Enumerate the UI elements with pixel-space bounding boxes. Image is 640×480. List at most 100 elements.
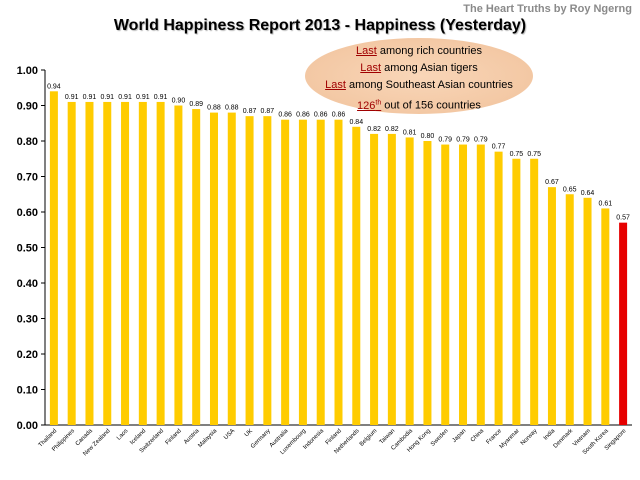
x-tick-label: China: [470, 428, 486, 444]
data-label: 0.79: [456, 137, 470, 144]
bar: [565, 194, 574, 425]
data-label: 0.65: [563, 186, 577, 193]
bar: [423, 141, 432, 425]
data-label: 0.64: [581, 190, 595, 197]
y-tick-label: 0.00: [17, 420, 38, 432]
bar: [85, 101, 94, 425]
data-label: 0.86: [278, 112, 292, 119]
callout-text: among Asian tigers: [381, 62, 478, 74]
data-label: 0.91: [65, 94, 79, 101]
x-tick-label: Norway: [520, 428, 539, 447]
data-label: 0.86: [332, 112, 346, 119]
y-tick-label: 0.40: [17, 278, 38, 290]
bar: [49, 91, 58, 426]
x-tick-label: Sweden: [430, 428, 450, 448]
data-label: 0.91: [118, 94, 132, 101]
data-label: 0.94: [47, 83, 61, 90]
callout-highlight: Last: [360, 62, 382, 74]
x-tick-label: Malaysia: [197, 428, 218, 449]
y-tick-label: 0.80: [17, 136, 38, 148]
bar: [352, 126, 361, 426]
bar: [138, 101, 147, 425]
callout-text: among Southeast Asian countries: [345, 79, 513, 91]
callout-line: Last among Asian tigers: [305, 60, 533, 77]
data-label: 0.61: [599, 200, 613, 207]
bar: [547, 187, 556, 425]
bar: [209, 112, 218, 425]
y-tick-label: 0.60: [17, 207, 38, 219]
bar: [192, 109, 201, 426]
bar: [174, 105, 183, 425]
bar: [121, 101, 130, 425]
callout-highlight: 126th: [357, 99, 382, 112]
bar: [298, 119, 307, 425]
bar: [245, 116, 254, 426]
callout-rank: 126: [357, 99, 376, 112]
bar: [387, 133, 396, 425]
data-label: 0.91: [154, 94, 168, 101]
callout-text: among rich countries: [376, 45, 482, 57]
data-label: 0.84: [349, 119, 363, 126]
callout-line: Last among Southeast Asian countries: [305, 77, 533, 94]
callout-ellipse: [305, 38, 533, 114]
bar: [512, 158, 521, 425]
x-tick-label: USA: [223, 428, 236, 441]
x-tick-label: Japan: [452, 428, 468, 444]
y-tick-label: 0.90: [17, 101, 38, 113]
chart-title: World Happiness Report 2013 - Happiness …: [113, 17, 527, 34]
data-label: 0.57: [616, 215, 630, 222]
bar: [441, 144, 450, 426]
callout-text-block: Last among rich countries Last among Asi…: [305, 43, 533, 115]
data-label: 0.90: [172, 98, 186, 105]
data-label: 0.88: [225, 105, 239, 112]
bar: [494, 151, 503, 425]
credit-text: The Heart Truths by Roy Ngerng: [463, 3, 632, 15]
x-tick-label: Finland: [165, 428, 183, 446]
value-labels: 0.940.91 0.91 0.91 0.91 0.91 0.910.900.890.88…: [47, 83, 630, 221]
bar: [316, 119, 325, 425]
y-tick-label: 0.30: [17, 314, 38, 326]
callout-line: Last among rich countries: [305, 43, 533, 60]
data-label: 0.89: [189, 101, 203, 108]
bar: [619, 222, 628, 425]
y-tick-label: 1.00: [17, 65, 38, 77]
y-tick-label: 0.70: [17, 172, 38, 184]
x-tick-label: Denmark: [553, 427, 575, 449]
data-label: 0.75: [510, 151, 524, 158]
bar: [530, 158, 539, 425]
data-label: 0.88: [207, 105, 221, 112]
data-label: 0.67: [545, 179, 559, 186]
bar: [583, 197, 592, 425]
bar: [281, 119, 290, 425]
callout-text: out of 156 countries: [381, 99, 481, 112]
data-label: 0.91: [136, 94, 150, 101]
bars: [49, 91, 628, 426]
bar: [156, 101, 165, 425]
x-tick-label: India: [543, 428, 557, 442]
data-label: 0.91: [83, 94, 97, 101]
bar: [263, 116, 272, 426]
bar: [227, 112, 236, 425]
y-tick-label: 0.20: [17, 349, 38, 361]
data-label: 0.87: [243, 108, 257, 115]
data-label: 0.75: [527, 151, 541, 158]
data-label: 0.87: [261, 108, 275, 115]
x-tick-label: Germany: [250, 428, 272, 450]
bar: [459, 144, 468, 426]
data-label: 0.79: [438, 137, 452, 144]
bar: [476, 144, 485, 426]
bar: [334, 119, 343, 425]
data-label: 0.86: [296, 112, 310, 119]
data-label: 0.82: [367, 126, 381, 133]
y-tick-label: 0.10: [17, 385, 38, 397]
data-label: 0.91: [100, 94, 114, 101]
x-tick-label: Laos: [116, 428, 129, 441]
bar: [67, 101, 76, 425]
data-label: 0.81: [403, 129, 417, 136]
callout-rank-suffix: th: [375, 99, 382, 106]
data-label: 0.79: [474, 137, 488, 144]
callout-highlight: Last: [325, 79, 346, 91]
bar: [405, 137, 414, 425]
